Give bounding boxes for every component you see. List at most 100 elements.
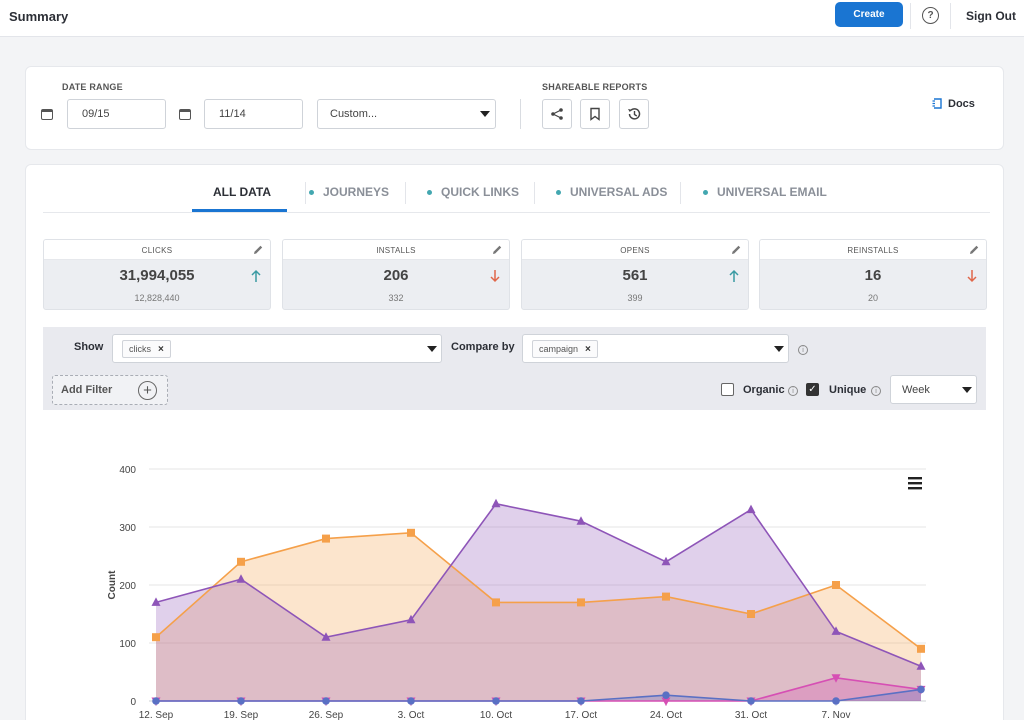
pencil-icon[interactable]	[730, 244, 742, 256]
pencil-icon[interactable]	[252, 244, 264, 256]
info-icon[interactable]: i	[788, 386, 798, 396]
data-point	[492, 697, 500, 705]
y-tick-label: 100	[119, 639, 136, 650]
metric-card-reinstalls[interactable]: REINSTALLS 16 20	[759, 239, 987, 310]
tab-divider	[534, 182, 535, 204]
add-filter-button[interactable]: Add Filter +	[52, 375, 168, 405]
divider	[520, 99, 521, 129]
info-icon[interactable]: i	[871, 386, 881, 396]
add-filter-label: Add Filter	[61, 384, 113, 396]
data-point	[236, 574, 246, 583]
tab-universal-email[interactable]: UNIVERSAL EMAIL	[703, 185, 827, 199]
x-tick-label: 3. Oct	[398, 710, 425, 720]
sign-out-link[interactable]: Sign Out	[966, 9, 1016, 23]
tab-universal-ads[interactable]: UNIVERSAL ADS	[556, 185, 667, 199]
share-button[interactable]	[542, 99, 572, 129]
show-label: Show	[74, 341, 104, 353]
menu-icon[interactable]	[908, 482, 922, 485]
series-line	[156, 688, 922, 702]
series-area	[156, 532, 921, 701]
metric-name: REINSTALLS	[847, 246, 899, 255]
tab-quick-links[interactable]: QUICK LINKS	[427, 185, 519, 199]
metric-previous: 332	[388, 293, 404, 303]
data-point	[662, 691, 670, 699]
create-button[interactable]: Create	[835, 2, 903, 27]
data-point	[661, 697, 671, 706]
data-point	[322, 534, 330, 543]
tab-divider	[680, 182, 681, 204]
calendar-icon[interactable]	[41, 109, 53, 120]
docs-link[interactable]: Docs	[931, 97, 975, 110]
show-select[interactable]: clicks ×	[112, 334, 442, 363]
metric-previous: 20	[867, 293, 878, 303]
menu-icon[interactable]	[908, 477, 922, 480]
data-point	[747, 610, 755, 618]
arrow-up-icon	[251, 269, 261, 282]
series-line	[155, 531, 922, 650]
area-chart: 0 100 200 300 400 Count 12. Sep 19. Sep 26. Sep 3…	[107, 465, 926, 720]
data-point	[662, 592, 670, 601]
tab-label: ALL DATA	[213, 185, 271, 199]
data-point	[492, 598, 500, 607]
date-range-label: DATE RANGE	[62, 82, 123, 92]
arrow-down-icon	[967, 270, 977, 283]
date-preset-select[interactable]: Custom...	[317, 99, 496, 129]
plus-icon: +	[138, 381, 157, 400]
end-date-input[interactable]: 11/14	[204, 99, 303, 129]
tab-label: UNIVERSAL ADS	[570, 185, 668, 199]
metric-value: 561	[622, 267, 648, 284]
y-axis-label: Count	[107, 570, 118, 600]
data-point	[746, 504, 756, 514]
data-point	[832, 697, 840, 705]
history-icon	[628, 108, 641, 120]
tab-journeys[interactable]: JOURNEYS	[309, 185, 389, 199]
pencil-icon[interactable]	[491, 244, 503, 256]
organic-checkbox[interactable]	[721, 383, 734, 396]
chevron-down-icon	[427, 346, 437, 352]
close-icon[interactable]: ×	[158, 343, 164, 355]
data-point	[491, 498, 501, 508]
series-line	[155, 502, 922, 667]
menu-icon[interactable]	[908, 487, 922, 490]
x-tick-label: 17. Oct	[565, 710, 597, 720]
data-point	[917, 644, 925, 653]
data-point	[152, 633, 160, 642]
metric-header	[283, 240, 509, 260]
status-dot	[703, 189, 708, 195]
date-range-card	[25, 66, 1004, 150]
tab-all-data[interactable]: ALL DATA	[213, 185, 271, 199]
data-point	[322, 697, 330, 705]
data-point	[747, 697, 755, 705]
close-icon[interactable]: ×	[585, 343, 591, 355]
status-dot	[309, 189, 314, 195]
interval-value: Week	[902, 383, 930, 396]
tab-divider	[305, 182, 306, 204]
calendar-icon[interactable]	[179, 109, 191, 120]
status-dot	[556, 189, 561, 195]
chevron-down-icon	[774, 346, 784, 352]
start-date-input[interactable]: 09/15	[67, 99, 166, 129]
docs-label: Docs	[948, 97, 975, 110]
unique-checkbox[interactable]: ✓	[806, 383, 819, 396]
chevron-down-icon	[480, 111, 490, 117]
metric-previous: 12,828,440	[134, 293, 180, 303]
bookmark-button[interactable]	[580, 99, 610, 129]
data-point	[831, 626, 841, 635]
history-button[interactable]	[619, 99, 649, 129]
metric-name: OPENS	[620, 246, 650, 255]
pencil-icon[interactable]	[968, 244, 980, 256]
metric-card-installs[interactable]: INSTALLS 206 332	[282, 239, 510, 310]
metric-card-opens[interactable]: OPENS 561 399	[521, 239, 749, 310]
help-icon[interactable]: ?	[922, 7, 939, 24]
info-icon[interactable]: i	[798, 345, 808, 355]
compare-by-select[interactable]: campaign ×	[522, 334, 789, 363]
share-icon	[551, 108, 563, 120]
chip-label: campaign	[539, 344, 579, 354]
data-point	[406, 614, 416, 624]
compare-by-label: Compare by	[451, 341, 515, 353]
interval-select[interactable]: Week	[890, 375, 977, 404]
metric-card-clicks[interactable]: CLICKS 31,994,055 12,828,440	[43, 239, 271, 310]
x-tick-label: 19. Sep	[224, 710, 259, 720]
tab-label: UNIVERSAL EMAIL	[717, 185, 827, 199]
arrow-up-icon	[729, 269, 739, 282]
